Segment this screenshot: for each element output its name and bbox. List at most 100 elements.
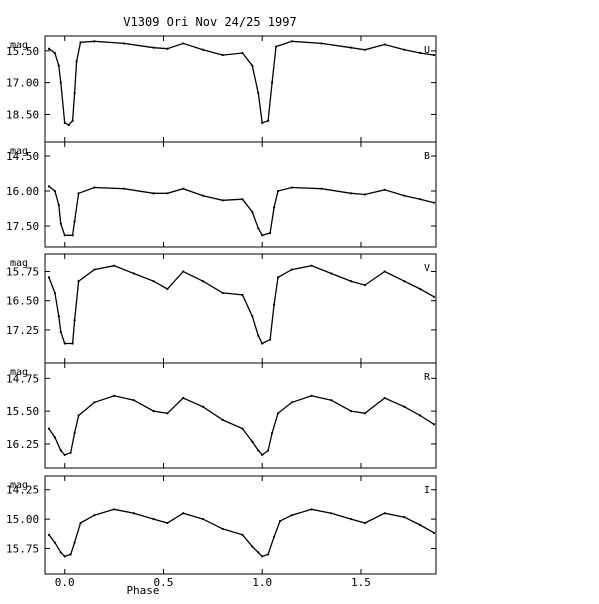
data-point	[166, 287, 169, 291]
y-tick-label: 15.50	[6, 405, 39, 418]
band-label: V	[424, 263, 430, 274]
band-label: U	[424, 45, 430, 56]
data-point	[269, 338, 272, 341]
data-point	[274, 45, 278, 48]
panel-r: mag R 14.75 15.50 16.25	[6, 362, 437, 469]
data-point	[182, 187, 185, 190]
data-point	[63, 121, 66, 125]
data-point	[221, 291, 224, 295]
data-point	[432, 201, 436, 204]
data-point	[432, 423, 436, 426]
data-point	[93, 401, 96, 404]
data-point	[132, 399, 135, 402]
data-point	[221, 53, 224, 57]
data-point	[182, 512, 185, 515]
data-point	[320, 187, 323, 190]
panel-frame	[44, 141, 437, 248]
data-point	[79, 41, 82, 44]
data-point	[201, 518, 205, 521]
data-point	[241, 293, 244, 296]
data-point	[251, 545, 254, 548]
data-point	[182, 42, 185, 45]
data-point	[132, 272, 135, 275]
data-point	[257, 92, 260, 95]
data-point	[47, 276, 51, 279]
data-point	[261, 234, 264, 237]
data-point	[152, 410, 155, 413]
y-tick-label: 15.75	[6, 543, 39, 556]
data-point	[363, 412, 367, 415]
data-point	[221, 418, 224, 421]
data-point	[241, 198, 244, 201]
data-point	[47, 533, 51, 536]
y-tick-label: 15.00	[6, 513, 39, 526]
y-tick-label: 16.50	[6, 295, 39, 308]
data-point	[310, 508, 313, 511]
data-point	[77, 280, 80, 283]
data-point	[75, 60, 78, 63]
y-tick-label: 17.50	[6, 220, 39, 233]
data-point	[182, 396, 185, 400]
light-curve-series	[48, 508, 435, 558]
y-axis-label: mag	[10, 40, 28, 51]
panel-v: mag V 15.75 16.50 17.25	[6, 253, 437, 364]
data-point	[77, 192, 80, 195]
data-point	[122, 42, 126, 45]
data-point	[349, 46, 353, 49]
data-point	[73, 220, 76, 223]
data-point	[383, 188, 386, 191]
panel-frame	[44, 35, 437, 143]
data-point	[383, 43, 386, 46]
x-tick-label: 0.5	[154, 576, 174, 589]
chart-title: V1309 Ori Nov 24/25 1997	[123, 15, 296, 29]
data-point	[432, 53, 436, 57]
y-axis-label: mag	[10, 367, 28, 378]
data-point	[221, 527, 224, 531]
data-point	[93, 40, 96, 43]
data-point	[63, 234, 66, 237]
data-point	[73, 431, 76, 435]
data-point	[320, 42, 323, 45]
data-point	[73, 541, 76, 544]
data-point	[403, 516, 406, 519]
data-point	[272, 535, 276, 538]
y-tick-label: 14.50	[6, 150, 39, 163]
data-point	[241, 533, 244, 536]
x-tick-label: 0.0	[55, 576, 75, 589]
data-point	[166, 412, 169, 415]
data-point	[71, 119, 74, 122]
data-point	[166, 521, 169, 525]
data-point	[53, 51, 56, 55]
band-label: R	[424, 372, 431, 383]
panel-frame	[44, 475, 437, 575]
data-point	[59, 449, 62, 452]
data-point	[419, 198, 422, 201]
y-tick-label: 16.00	[6, 185, 39, 198]
data-point	[432, 531, 436, 534]
data-point	[310, 264, 313, 267]
data-point	[257, 449, 260, 452]
data-point	[403, 405, 406, 408]
data-point	[93, 268, 96, 271]
y-tick-label: 17.25	[6, 324, 39, 337]
data-point	[57, 315, 60, 318]
band-label: B	[424, 151, 430, 162]
data-point	[419, 51, 422, 55]
y-axis-label: mag	[10, 480, 28, 491]
data-point	[272, 303, 276, 306]
data-point	[57, 203, 60, 207]
data-point	[330, 399, 333, 402]
data-point	[330, 512, 333, 515]
data-point	[261, 342, 264, 345]
data-point	[310, 394, 313, 397]
x-axis-label: Phase	[126, 584, 159, 597]
data-point	[363, 521, 367, 525]
data-point	[278, 519, 282, 523]
data-point	[349, 518, 353, 521]
data-point	[403, 280, 406, 283]
data-point	[47, 427, 51, 430]
data-point	[241, 51, 244, 55]
data-point	[53, 291, 56, 295]
panel-b: mag B 14.50 16.00 17.50	[6, 141, 437, 248]
